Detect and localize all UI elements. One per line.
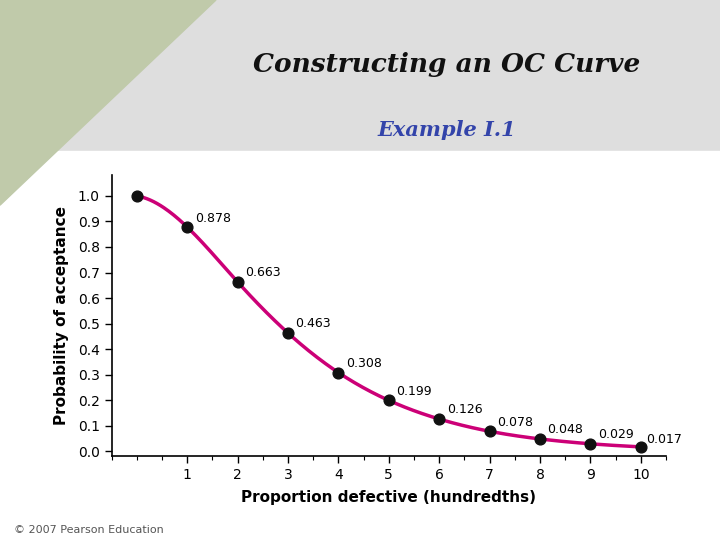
Text: 0.126: 0.126	[446, 403, 482, 416]
Point	[585, 440, 596, 448]
Point	[282, 329, 294, 338]
Y-axis label: Probability of acceptance: Probability of acceptance	[55, 206, 69, 426]
Point	[433, 415, 445, 423]
Text: 0.078: 0.078	[497, 416, 533, 429]
Text: 0.463: 0.463	[295, 318, 331, 330]
Point	[181, 222, 193, 231]
Point	[534, 435, 546, 443]
Text: 0.878: 0.878	[194, 212, 230, 225]
Point	[232, 278, 243, 286]
X-axis label: Proportion defective (hundredths): Proportion defective (hundredths)	[241, 490, 536, 505]
Text: 0.017: 0.017	[646, 433, 682, 446]
Text: Constructing an OC Curve: Constructing an OC Curve	[253, 52, 640, 77]
Text: 0.663: 0.663	[245, 266, 281, 279]
Text: 0.308: 0.308	[346, 357, 382, 370]
Text: © 2007 Pearson Education: © 2007 Pearson Education	[14, 524, 164, 535]
Point	[635, 443, 647, 451]
Point	[131, 192, 143, 200]
Text: Example I.1: Example I.1	[377, 119, 516, 140]
Bar	[0, 151, 720, 540]
Point	[484, 427, 495, 436]
Text: 0.048: 0.048	[547, 423, 583, 436]
Point	[383, 396, 395, 404]
Polygon shape	[0, 0, 216, 205]
Text: 0.199: 0.199	[396, 385, 432, 398]
Point	[333, 368, 344, 377]
Text: 0.029: 0.029	[598, 428, 634, 441]
